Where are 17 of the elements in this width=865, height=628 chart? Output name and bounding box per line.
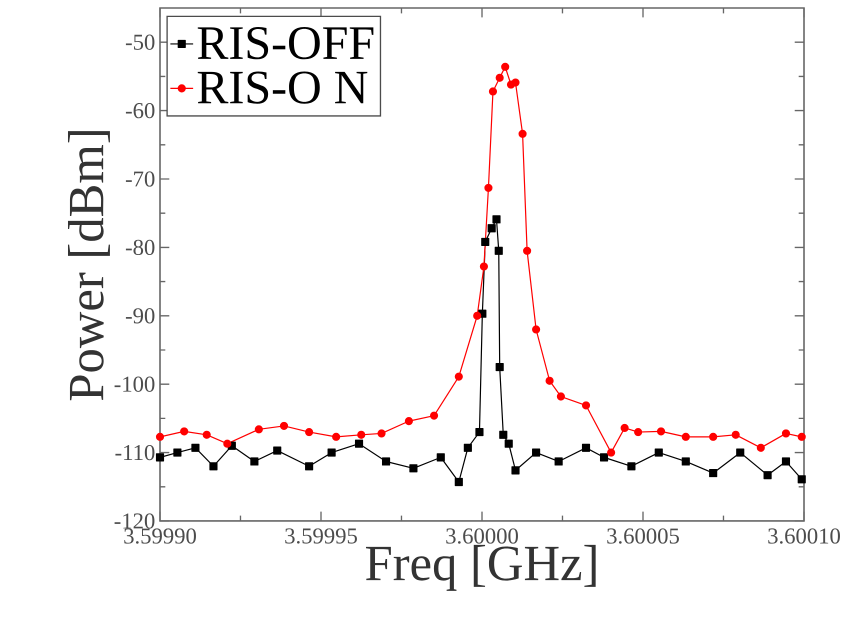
y-tick-label: -100 bbox=[114, 376, 154, 392]
y-tick-label: -90 bbox=[126, 308, 154, 324]
x-axis-title: Freq [GHz] bbox=[366, 544, 596, 591]
x-tick-label: 3.60010 bbox=[768, 528, 840, 544]
x-tick-label: 3.59995 bbox=[285, 528, 357, 544]
x-tick-label: 3.59990 bbox=[124, 528, 196, 544]
y-tick-label: -70 bbox=[126, 171, 154, 187]
legend-label: RIS-O N bbox=[198, 71, 368, 104]
y-axis-title: Power [dBm] bbox=[68, 131, 110, 400]
legend-label: RIS-OFF bbox=[198, 27, 374, 60]
y-tick-label: -110 bbox=[115, 444, 154, 460]
y-tick-label: -120 bbox=[114, 513, 154, 529]
y-tick-label: -80 bbox=[126, 240, 154, 256]
y-tick-label: -60 bbox=[126, 102, 154, 118]
x-tick-label: 3.60005 bbox=[607, 528, 679, 544]
y-tick-label: -50 bbox=[126, 34, 154, 50]
x-tick-label: 3.60000 bbox=[446, 528, 518, 544]
